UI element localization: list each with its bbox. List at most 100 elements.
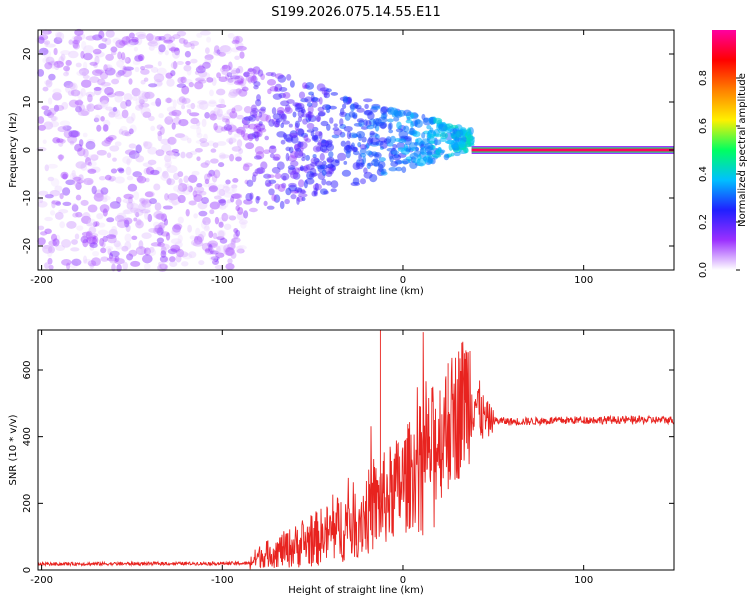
spectrogram-blob (144, 191, 154, 198)
spectrogram-blob (247, 67, 254, 73)
spectrogram-blob (253, 131, 259, 139)
spectrogram-blob (234, 128, 243, 134)
spectrogram-blob (230, 193, 241, 199)
spectrogram-blob (282, 175, 287, 181)
y-tick-label: 10 (22, 96, 33, 109)
spectrogram-blob (180, 76, 187, 84)
spectrogram-blob (218, 204, 227, 210)
spectrogram-blob (224, 186, 235, 194)
spectrogram-blob (181, 104, 186, 110)
spectrogram-blob (238, 148, 244, 155)
spectrogram-blob (253, 81, 261, 87)
spectrogram-blob (176, 60, 184, 66)
spectrogram-blob (286, 73, 292, 81)
spectrogram-blob (53, 60, 64, 68)
spectrogram-blob (234, 41, 244, 50)
spectrogram-blob (47, 61, 53, 66)
spectrogram-blob (94, 51, 105, 58)
spectrogram-blob (56, 31, 65, 41)
spectrogram-blob (47, 111, 55, 119)
spectrogram-blob (412, 158, 421, 164)
spectrogram-blob (153, 227, 160, 235)
spectrogram-blob (240, 130, 245, 138)
spectrogram-blob (271, 107, 277, 115)
spectrogram-blob (216, 188, 221, 197)
spectrogram-blob (171, 122, 176, 130)
spectrogram-blob (266, 205, 275, 210)
spectrogram-blob (396, 121, 402, 130)
spectrogram-blob (294, 102, 302, 108)
spectrogram-blob (188, 81, 195, 88)
spectrogram-blob (190, 58, 198, 64)
spectrogram-blob (128, 249, 138, 257)
spectrogram-blob (134, 53, 144, 60)
spectrogram-blob (155, 213, 165, 220)
spectrogram-blob (198, 79, 207, 84)
spectrogram-blob (167, 248, 178, 255)
spectrogram-blob (294, 187, 303, 193)
spectrogram-blob (216, 49, 221, 55)
spectrogram-blob (299, 165, 304, 172)
spectrogram-blob (390, 135, 396, 144)
spectrogram-blob (272, 93, 283, 100)
spectrogram-blob (55, 245, 66, 251)
spectrogram-blob (378, 121, 388, 129)
spectrogram-blob (254, 123, 263, 128)
spectrogram-blob (386, 142, 394, 147)
spectrogram-blob (135, 248, 142, 254)
spectrogram-blob (260, 106, 266, 112)
spectrogram-blob (124, 233, 132, 243)
spectrogram-blob (43, 49, 52, 59)
spectrogram-blob (164, 97, 173, 104)
spectrogram-blob (140, 65, 146, 71)
spectrogram-blob (157, 242, 165, 247)
spectrogram-blob (107, 235, 117, 244)
spectrogram-blob (228, 122, 234, 128)
snr-x-ticks: -200 -100 0 100 (30, 330, 593, 586)
spectrogram-blob (53, 36, 63, 45)
spectrogram-blob (230, 251, 237, 259)
spectrogram-blob (211, 259, 220, 265)
spectrogram-blob (203, 133, 208, 141)
spectrogram-blob (110, 168, 118, 174)
spectrogram-blob (230, 47, 240, 53)
spectrogram-blob (142, 141, 149, 147)
spectrogram-blob (47, 176, 55, 182)
spectrogram-blob (122, 156, 133, 164)
spectrogram-blob (118, 128, 124, 135)
spectrogram-blob (109, 145, 120, 152)
spectrogram-blob (239, 51, 245, 59)
colorbar-tick-label: 0.8 (698, 70, 709, 86)
spectrogram-blob (168, 47, 180, 52)
spectrogram-blob (297, 140, 302, 149)
x-tick-label: 100 (574, 575, 593, 586)
spectrogram-blob (114, 258, 125, 265)
spectrogram-blob (287, 155, 298, 162)
spectrogram-blob (198, 210, 208, 217)
spectrogram-blob (293, 143, 300, 151)
spectrogram-blob (69, 83, 76, 90)
spectrogram-blob (207, 182, 218, 190)
spectrogram-blob (247, 123, 258, 130)
spectrogram-blob (186, 108, 192, 114)
spectrogram-blob (209, 250, 219, 255)
spectrogram-blob (178, 251, 189, 258)
snr-frame (37, 329, 675, 571)
spectrogram-blob (176, 30, 187, 37)
spectrogram-blob (402, 160, 408, 165)
spectrogram-blob (218, 51, 226, 57)
spectrogram-blob (234, 153, 243, 162)
spectrogram-blob (182, 253, 193, 260)
spectrogram-blob (254, 134, 260, 142)
spectrogram-blob (184, 50, 191, 58)
spectrogram-blob (328, 105, 337, 110)
spectrogram-blob (106, 152, 112, 159)
spectrogram-blob (367, 111, 375, 120)
spectrogram-blob (269, 145, 276, 150)
spectrogram-blob (301, 196, 306, 202)
y-tick-label: 200 (22, 494, 33, 513)
spectrogram-blob (102, 235, 108, 243)
spectrogram-blob (89, 76, 100, 83)
spectrogram-blob (126, 201, 134, 210)
spectrogram-blob (284, 107, 293, 114)
